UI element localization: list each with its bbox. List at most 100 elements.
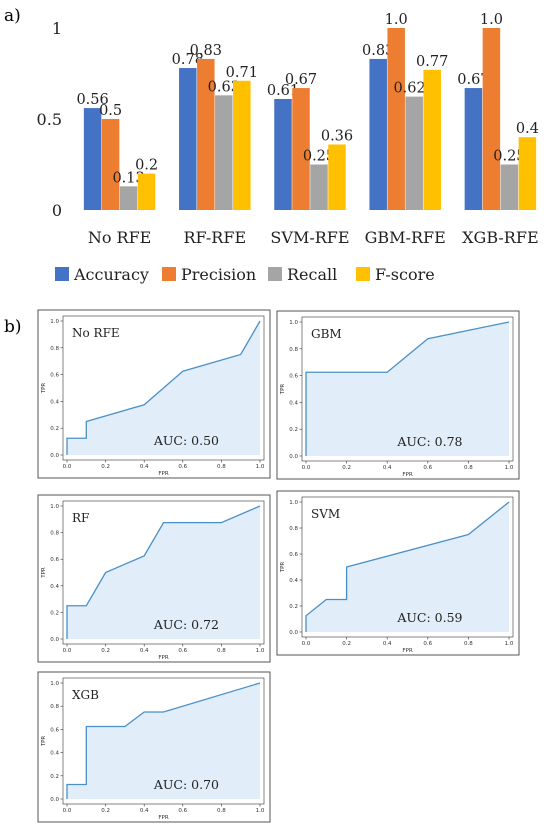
roc-xtick-label: 0.2: [101, 464, 110, 470]
roc-ytick-label: 0.8: [50, 346, 59, 352]
roc-auc-label: AUC: 0.72: [153, 617, 219, 632]
data-label: 1.0: [480, 12, 503, 28]
roc-curve: [305, 321, 510, 456]
bar-chart: 00.510.560.50.130.2No RFE0.780.830.630.7…: [37, 12, 539, 247]
legend-swatch: [356, 267, 370, 281]
roc-axes-box: [301, 496, 514, 638]
roc-xlabel: FPR: [158, 815, 168, 821]
bar: [310, 164, 328, 210]
data-label: 0.61: [267, 83, 299, 99]
data-label: 0.63: [208, 79, 240, 95]
roc-xtick-label: 0.6: [423, 641, 432, 647]
panel-b-label: b): [4, 317, 22, 337]
roc-ytick-label: 0.2: [289, 604, 298, 610]
roc-xtick-label: 0.8: [217, 648, 226, 654]
roc-auc-label: AUC: 0.50: [153, 433, 219, 448]
legend-label: Precision: [181, 265, 256, 284]
roc-xtick-label: 0.2: [101, 808, 110, 814]
roc-model-name: XGB: [72, 688, 99, 702]
roc-model-name: No RFE: [72, 326, 120, 340]
roc-xtick-label: 0.4: [140, 464, 149, 470]
roc-ytick-label: 0.4: [50, 399, 59, 405]
roc-chart: 0.0 0.2 0.4 0.6 0.8 1.0 0.0 0.2 0.4 0.6 0.8 1.0 FPR T…: [276, 310, 520, 480]
category-label: GBM-RFE: [365, 228, 446, 247]
roc-auc-label: AUC: 0.78: [396, 434, 462, 449]
bar: [101, 119, 120, 210]
roc-xtick-label: 1.0: [256, 648, 265, 654]
data-label: 0.83: [362, 43, 394, 59]
bar-ytick-label: 1: [52, 19, 62, 38]
bar: [328, 144, 346, 210]
roc-xtick-label: 0.4: [383, 641, 392, 647]
roc-axes-box: [62, 500, 265, 645]
roc-ytick-label: 0.2: [289, 427, 298, 433]
data-label: 0.67: [285, 72, 317, 88]
roc-model-name: SVM: [311, 507, 340, 521]
roc-xtick-label: 0.0: [302, 465, 311, 471]
data-label: 0.36: [321, 128, 353, 144]
roc-xtick-label: 0.0: [63, 648, 72, 654]
bar: [518, 137, 537, 210]
roc-xtick-label: 0.8: [464, 465, 473, 471]
roc-area: [306, 322, 509, 456]
roc-xlabel: FPR: [402, 648, 412, 654]
legend-label: F-score: [375, 265, 435, 284]
bar: [197, 58, 215, 210]
roc-chart: 0.0 0.2 0.4 0.6 0.8 1.0 0.0 0.2 0.4 0.6 0.8 1.0 FPR T…: [276, 490, 520, 656]
bar: [233, 80, 251, 210]
bar: [464, 88, 483, 210]
data-label: 0.67: [457, 72, 489, 88]
roc-ytick-label: 0.4: [50, 584, 59, 590]
roc-xlabel: FPR: [158, 655, 168, 661]
roc-area: [67, 683, 260, 799]
data-label: 0.56: [76, 92, 108, 108]
category-label: RF-RFE: [183, 228, 246, 247]
legend-label: Accuracy: [73, 265, 149, 284]
roc-ytick-label: 0.4: [289, 578, 298, 584]
bar: [423, 69, 441, 210]
bar: [83, 108, 102, 210]
bar: [137, 173, 156, 210]
roc-xtick-label: 1.0: [505, 465, 514, 471]
roc-xtick-label: 0.6: [178, 648, 187, 654]
roc-xtick-label: 1.0: [505, 641, 514, 647]
data-label: 0.5: [99, 103, 122, 119]
roc-ytick-label: 0.8: [50, 704, 59, 710]
roc-ytick-label: 0.0: [50, 453, 59, 459]
bar: [179, 68, 197, 210]
roc-ytick-label: 0.0: [289, 630, 298, 636]
data-label: 0.4: [516, 121, 539, 137]
bar: [119, 186, 138, 210]
roc-auc-label: AUC: 0.59: [396, 610, 462, 625]
roc-ytick-label: 0.8: [289, 347, 298, 353]
roc-xtick-label: 0.0: [63, 464, 72, 470]
bar: [405, 96, 423, 210]
roc-chart: 0.0 0.2 0.4 0.6 0.8 1.0 0.0 0.2 0.4 0.6 0.8 1.0 FPR T…: [37, 309, 271, 479]
roc-curve: [66, 505, 261, 639]
roc-chart: 0.0 0.2 0.4 0.6 0.8 1.0 0.0 0.2 0.4 0.6 0.8 1.0 FPR T…: [37, 494, 271, 663]
roc-ytick-label: 0.4: [289, 400, 298, 406]
roc-xtick-label: 0.2: [342, 465, 351, 471]
legend-swatch: [268, 267, 282, 281]
data-label: 0.25: [303, 149, 335, 165]
roc-xtick-label: 0.2: [101, 648, 110, 654]
roc-xtick-label: 1.0: [256, 808, 265, 814]
roc-xlabel: FPR: [402, 472, 412, 478]
bar: [369, 58, 387, 210]
roc-ytick-label: 0.4: [50, 751, 59, 757]
bar-chart-legend: Accuracy Precision Recall F-score: [55, 265, 435, 284]
panel-a-label: a): [4, 6, 21, 26]
roc-area: [67, 506, 260, 639]
legend-swatch: [162, 267, 176, 281]
data-label: 0.83: [190, 43, 222, 59]
roc-xtick-label: 0.4: [383, 465, 392, 471]
roc-ytick-label: 0.8: [50, 531, 59, 537]
roc-charts: 0.0 0.2 0.4 0.6 0.8 1.0 0.0 0.2 0.4 0.6 0.8 1.0 FPR T…: [37, 309, 520, 823]
roc-xtick-label: 1.0: [256, 464, 265, 470]
roc-ylabel: TPR: [280, 384, 286, 396]
roc-ylabel: TPR: [41, 567, 47, 579]
category-label: SVM-RFE: [270, 228, 349, 247]
roc-ylabel: TPR: [41, 383, 47, 395]
legend-swatch: [55, 267, 69, 281]
